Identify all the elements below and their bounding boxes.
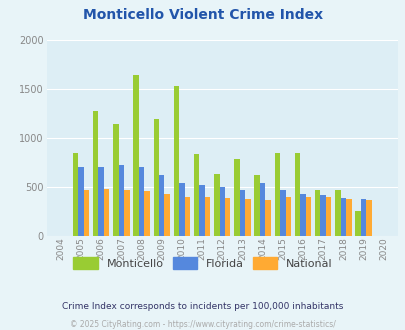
Bar xyxy=(234,159,239,236)
Bar xyxy=(144,191,149,236)
Bar xyxy=(164,194,169,236)
Bar xyxy=(354,212,360,236)
Bar xyxy=(153,119,159,236)
Bar xyxy=(340,198,345,236)
Bar xyxy=(305,197,310,236)
Bar xyxy=(259,183,265,236)
Bar xyxy=(204,197,210,236)
Bar xyxy=(360,199,365,236)
Bar xyxy=(300,194,305,236)
Bar xyxy=(335,190,340,236)
Bar xyxy=(133,75,139,236)
Bar xyxy=(124,190,129,236)
Bar xyxy=(320,195,325,236)
Bar xyxy=(78,167,83,236)
Text: © 2025 CityRating.com - https://www.cityrating.com/crime-statistics/: © 2025 CityRating.com - https://www.city… xyxy=(70,319,335,329)
Bar xyxy=(219,187,224,236)
Bar xyxy=(314,190,320,236)
Bar xyxy=(285,197,290,236)
Bar xyxy=(265,200,270,236)
Bar xyxy=(245,199,250,236)
Bar xyxy=(224,198,230,236)
Bar xyxy=(213,174,219,236)
Bar xyxy=(72,153,78,236)
Text: Crime Index corresponds to incidents per 100,000 inhabitants: Crime Index corresponds to incidents per… xyxy=(62,302,343,311)
Bar xyxy=(139,167,144,236)
Bar xyxy=(254,175,259,236)
Bar xyxy=(365,200,371,236)
Bar xyxy=(98,167,104,236)
Bar xyxy=(159,175,164,236)
Bar xyxy=(345,199,351,236)
Bar xyxy=(199,185,204,236)
Legend: Monticello, Florida, National: Monticello, Florida, National xyxy=(69,253,336,273)
Bar xyxy=(104,189,109,236)
Bar xyxy=(239,190,245,236)
Bar xyxy=(179,183,184,236)
Bar xyxy=(118,165,124,236)
Bar xyxy=(113,124,118,236)
Bar xyxy=(279,190,285,236)
Bar xyxy=(194,154,199,236)
Bar xyxy=(325,197,330,236)
Bar xyxy=(173,86,179,236)
Text: Monticello Violent Crime Index: Monticello Violent Crime Index xyxy=(83,8,322,22)
Bar xyxy=(93,111,98,236)
Bar xyxy=(294,153,300,236)
Bar xyxy=(274,153,279,236)
Bar xyxy=(83,190,89,236)
Bar xyxy=(184,197,190,236)
